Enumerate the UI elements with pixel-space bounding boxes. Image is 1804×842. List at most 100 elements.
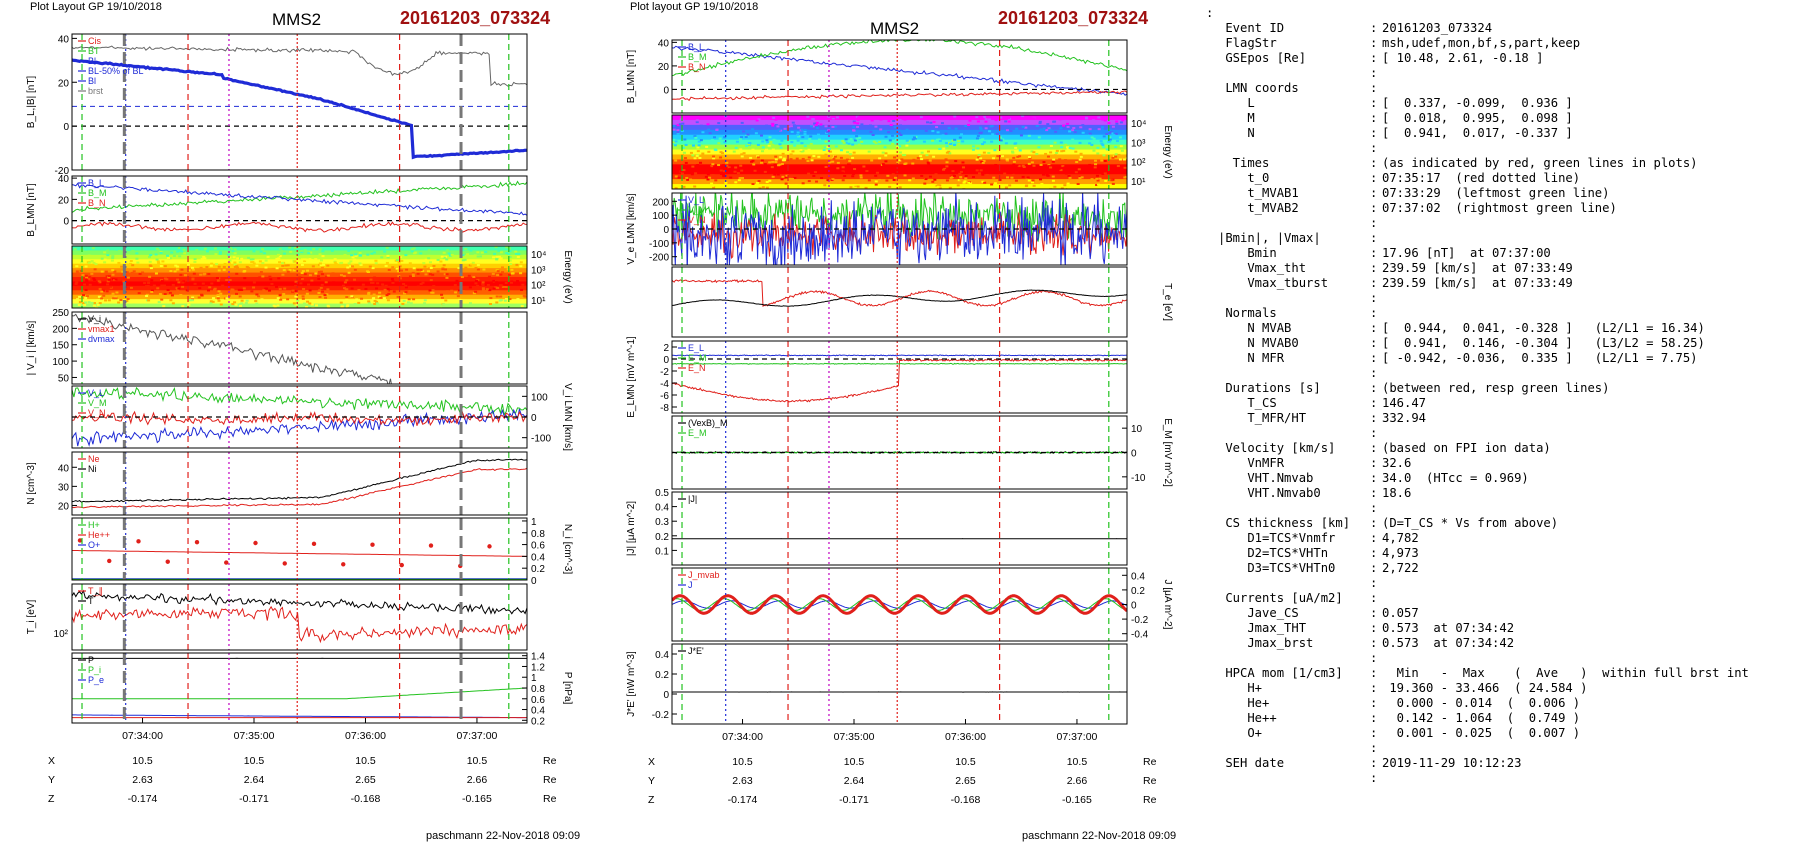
spectrogram-speckle xyxy=(806,160,809,162)
spectrogram-speckle xyxy=(887,120,890,122)
spectrogram-speckle xyxy=(482,269,485,271)
spectrogram-speckle xyxy=(807,130,810,132)
spectrogram-speckle xyxy=(130,287,133,289)
spectrogram-speckle xyxy=(1052,161,1055,163)
position-value: -0.168 xyxy=(351,793,381,805)
spectrogram-speckle xyxy=(252,250,255,252)
spectrogram-speckle xyxy=(771,166,774,168)
spectrogram-speckle xyxy=(84,297,87,299)
spectrogram-speckle xyxy=(1058,158,1061,160)
spectrogram-speckle xyxy=(135,258,138,260)
spectrogram-speckle xyxy=(374,260,377,262)
spectrogram-speckle xyxy=(1021,169,1024,171)
spectrogram-speckle xyxy=(218,269,221,271)
spectrogram-speckle xyxy=(1014,147,1017,149)
spectrogram-speckle xyxy=(420,283,423,285)
spectrogram-speckle xyxy=(516,249,519,251)
report-line: D2=TCS*VHTn:4,973 xyxy=(1218,546,1798,561)
report-line: : xyxy=(1218,651,1798,666)
spectrogram-speckle xyxy=(1062,150,1065,152)
spectrogram-speckle xyxy=(88,301,91,303)
spectrogram-speckle xyxy=(735,147,738,149)
legend-entry: dvmax xyxy=(88,334,115,344)
spectrogram-speckle xyxy=(851,175,854,177)
spectrogram-speckle xyxy=(935,126,938,128)
axis-label: E_M [mV m^-2] xyxy=(1162,418,1173,487)
spectrogram-speckle xyxy=(739,148,742,150)
spectrogram-speckle xyxy=(1075,161,1078,163)
spectrogram-speckle xyxy=(782,153,785,155)
spectrogram-speckle xyxy=(106,290,109,292)
tick-label: -8 xyxy=(660,403,669,414)
spectrogram-speckle xyxy=(1111,157,1114,159)
spectrogram-speckle xyxy=(145,295,148,297)
spectrogram-speckle xyxy=(836,167,839,169)
x-tick-label: 07:37:00 xyxy=(1057,731,1098,743)
report-label: Bmin xyxy=(1218,246,1370,261)
spectrogram-speckle xyxy=(713,136,716,138)
spectrogram-speckle xyxy=(993,149,996,151)
spectrogram-speckle xyxy=(111,269,114,271)
spectrogram-speckle xyxy=(807,173,810,175)
spectrogram-speckle xyxy=(408,290,411,292)
spectrogram-speckle xyxy=(933,121,936,123)
spectrogram-speckle xyxy=(499,300,502,302)
spectrogram-speckle xyxy=(320,259,323,261)
spectrogram-speckle xyxy=(900,134,903,136)
spectrogram-speckle xyxy=(391,282,394,284)
spectrogram-speckle xyxy=(261,248,264,250)
spectrogram-speckle xyxy=(519,272,522,274)
spectrogram-speckle xyxy=(276,304,279,306)
spectrogram-speckle xyxy=(858,137,861,139)
spectrogram-speckle xyxy=(1011,151,1014,153)
spectrogram-speckle xyxy=(345,288,348,290)
report-line: : xyxy=(1218,66,1798,81)
spectrogram-speckle xyxy=(1117,154,1120,156)
spectrogram-speckle xyxy=(855,135,858,137)
report-colon: : xyxy=(1370,741,1382,756)
spectrogram-speckle xyxy=(412,298,415,300)
spectrogram-speckle xyxy=(710,183,713,185)
spectrogram-speckle xyxy=(678,177,681,179)
spectrogram-speckle xyxy=(127,298,130,300)
spectrogram-speckle xyxy=(258,276,261,278)
spectrogram-speckle xyxy=(808,138,811,140)
spectrogram-speckle xyxy=(860,177,863,179)
spectrogram-speckle xyxy=(848,143,851,145)
data-point xyxy=(136,539,140,543)
spectrogram-speckle xyxy=(277,277,280,279)
spectrogram-speckle xyxy=(1050,145,1053,147)
spectrogram-band xyxy=(72,259,527,264)
spectrogram-speckle xyxy=(75,282,78,284)
spectrogram-speckle xyxy=(872,134,875,136)
report-line: Normals: xyxy=(1218,306,1798,321)
spectrogram-speckle xyxy=(299,282,302,284)
report-value: 07:33:29 (leftmost green line) xyxy=(1382,186,1609,200)
report-line: Times:(as indicated by red, green lines … xyxy=(1218,156,1798,171)
spectrogram-speckle xyxy=(431,289,434,291)
legend-entry: B_M xyxy=(88,188,107,198)
spectrogram-speckle xyxy=(741,155,744,157)
report-value: [ 10.48, 2.61, -0.18 ] xyxy=(1382,51,1543,65)
spectrogram-speckle xyxy=(800,169,803,171)
spectrogram-speckle xyxy=(724,182,727,184)
data-point xyxy=(107,559,111,563)
spectrogram-speckle xyxy=(225,279,228,281)
spectrogram-speckle xyxy=(929,176,932,178)
spectrogram-speckle xyxy=(88,303,91,305)
spectrogram-speckle xyxy=(228,249,231,251)
series-line xyxy=(72,182,527,213)
spectrogram-speckle xyxy=(1115,123,1118,125)
spectrogram-speckle xyxy=(778,129,781,131)
spectrogram-speckle xyxy=(127,249,130,251)
spectrogram-speckle xyxy=(784,128,787,130)
series-line xyxy=(72,314,527,397)
legend-entry: Ni xyxy=(88,464,97,474)
spectrogram-speckle xyxy=(1092,150,1095,152)
spectrogram-speckle xyxy=(1027,176,1030,178)
axis-label: J [μA m^-2] xyxy=(1162,580,1173,630)
spectrogram-speckle xyxy=(319,248,322,250)
spectrogram-speckle xyxy=(971,115,974,117)
spectrogram-speckle xyxy=(893,156,896,158)
spectrogram-speckle xyxy=(183,252,186,254)
